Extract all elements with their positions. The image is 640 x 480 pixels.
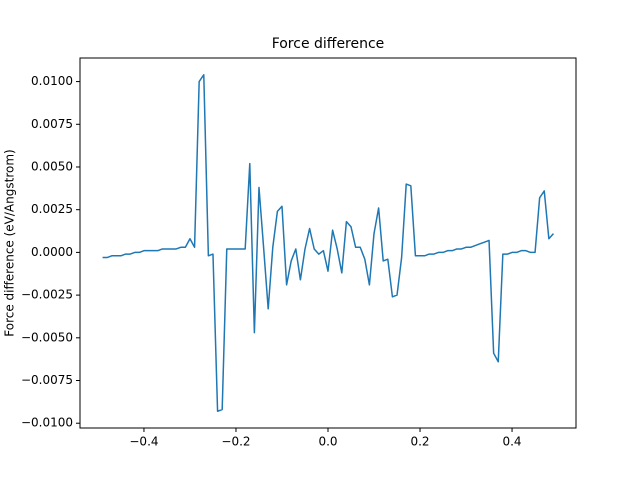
chart-title: Force difference [272,36,385,52]
x-tick-label: 0.4 [502,435,521,449]
y-tick-label: 0.0000 [31,245,73,259]
x-tick-label: 0.0 [318,435,337,449]
x-tick-label: −0.4 [129,435,158,449]
x-tick-label: 0.2 [410,435,429,449]
y-tick-label: −0.0050 [21,330,73,344]
y-tick-label: −0.0100 [21,416,73,430]
x-tick-label: −0.2 [221,435,250,449]
y-axis-label: Force difference (eV/Angstrom) [3,149,17,336]
y-tick-label: 0.0050 [31,159,73,173]
line-series [102,73,555,413]
y-tick-label: −0.0025 [21,288,73,302]
plot-area [79,57,577,429]
y-tick-label: −0.0075 [21,373,73,387]
y-tick-label: 0.0100 [31,74,73,88]
y-tick-label: 0.0075 [31,117,73,131]
y-tick-label: 0.0025 [31,202,73,216]
